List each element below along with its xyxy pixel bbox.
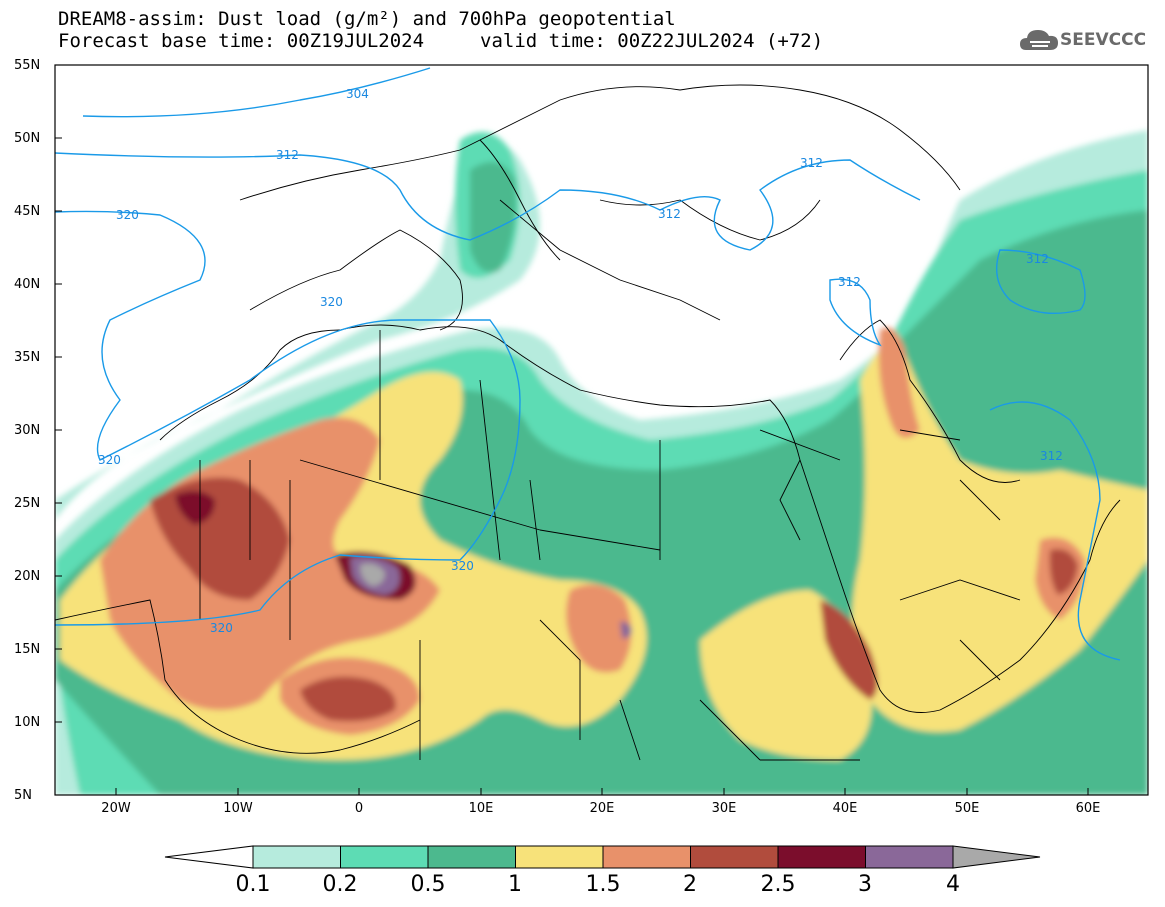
lat-label: 40N [14,277,41,292]
dust-field [55,130,1148,795]
lon-label: 30E [711,801,737,816]
contour-label-312: 312 [1040,449,1063,463]
colorbar-label: 2.5 [760,872,796,897]
contour-label-320: 320 [451,559,474,573]
lat-label: 10N [14,715,41,730]
lon-label: 40E [832,801,858,816]
colorbar [164,845,1041,869]
lon-label: 20W [101,801,131,816]
lon-label: 50E [954,801,980,816]
contour-label-304: 304 [346,87,369,101]
contour-label-312: 312 [276,148,299,162]
lat-label: 20N [14,569,41,584]
colorbar-label: 0.2 [322,872,358,897]
contour-label-312: 312 [1026,252,1049,266]
cloud-logo-icon [1020,30,1058,50]
axis-ticks [55,137,1089,795]
valid-time: valid time: 00Z22JUL2024 (+72) [480,30,824,52]
geopotential-contours [55,67,1121,661]
lon-label: 20E [589,801,615,816]
logo-text: SEEVCCC [1060,30,1147,50]
map-title: DREAM8-assim: Dust load (g/m²) and 700hP… [58,8,676,30]
lat-label: 25N [14,496,41,511]
lat-label: 30N [14,423,41,438]
colorbar-upper-arrow [952,845,1041,869]
lon-label: 60E [1075,801,1101,816]
colorbar-lower-arrow [164,845,254,869]
colorbar-label: 1 [508,872,522,897]
forecast-base-time: Forecast base time: 00Z19JUL2024 [58,30,425,52]
colorbar-label: 1.5 [585,872,621,897]
coastlines [55,84,1121,761]
contour-label-312: 312 [658,207,681,221]
colorbar-label: 3 [858,872,872,897]
lon-label: 0 [354,801,364,816]
colorbar-label: 0.5 [410,872,446,897]
colorbar-label: 0.1 [235,872,271,897]
contour-label-312: 312 [800,156,823,170]
lat-label: 55N [14,58,41,73]
contour-label-320: 320 [116,208,139,222]
lat-label: 35N [14,350,41,365]
lat-label: 50N [14,131,41,146]
colorbar-label: 4 [946,872,960,897]
contour-label-312: 312 [838,275,861,289]
lat-label: 15N [14,642,41,657]
lon-label: 10W [223,801,253,816]
contour-label-320: 320 [320,295,343,309]
lat-label: 5N [14,788,32,803]
lon-label: 10E [468,801,494,816]
contour-labels: 304 312 312 312 312 312 320 320 320 320 … [98,87,1063,635]
colorbar-label: 2 [683,872,697,897]
lat-label: 45N [14,204,41,219]
contour-label-320: 320 [210,621,233,635]
contour-label-320: 320 [98,453,121,467]
